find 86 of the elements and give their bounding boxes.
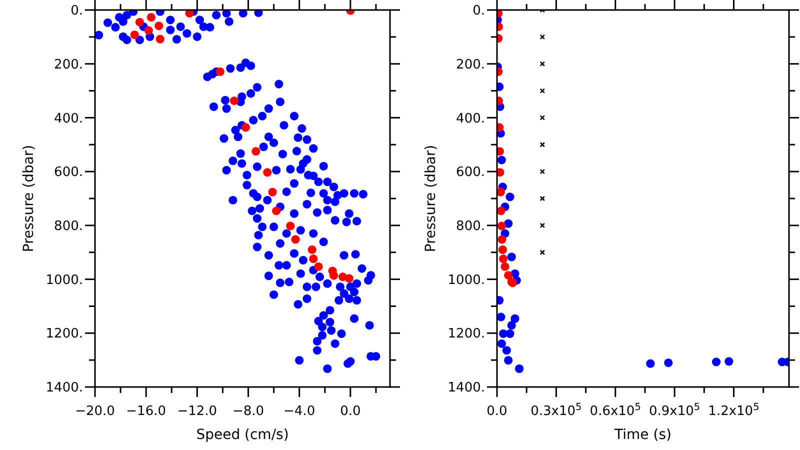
point xyxy=(497,168,504,177)
point xyxy=(540,115,546,120)
y-tick-label: 0. xyxy=(70,4,83,19)
y-tick-label: 600. xyxy=(456,165,485,180)
point xyxy=(510,314,520,323)
y-tick-label: 800. xyxy=(54,218,83,234)
point xyxy=(330,271,338,280)
y-tick-label: 200. xyxy=(456,57,485,72)
y-tick-label: 0. xyxy=(472,4,485,19)
point xyxy=(497,156,506,164)
y-tick-label: 1400. xyxy=(448,380,485,396)
y-tick-label: 800. xyxy=(456,218,485,234)
point xyxy=(507,252,516,262)
point xyxy=(130,30,139,40)
point xyxy=(314,262,323,271)
point xyxy=(540,88,546,94)
point xyxy=(499,254,508,264)
point xyxy=(344,274,354,283)
point xyxy=(268,188,277,196)
point xyxy=(646,359,655,368)
y-tick-label: 1000. xyxy=(46,272,83,288)
point xyxy=(252,147,260,156)
point xyxy=(154,22,164,30)
point xyxy=(540,168,546,174)
point xyxy=(540,250,546,256)
x-axis-title: Time (s) xyxy=(614,427,672,443)
point xyxy=(497,188,505,196)
point xyxy=(185,10,194,18)
point xyxy=(712,358,721,366)
point xyxy=(504,270,513,280)
point xyxy=(272,206,281,216)
point xyxy=(144,26,153,35)
point xyxy=(291,235,300,244)
x-tick-label: 0.6x10$^{5}$ xyxy=(590,402,641,419)
point xyxy=(540,222,546,228)
point xyxy=(500,262,510,271)
x-tick-label: −16.0 xyxy=(126,404,166,419)
point xyxy=(146,12,156,22)
y-tick-label: 400. xyxy=(456,111,485,126)
y-tick-label: 1000. xyxy=(448,272,485,288)
y-axis-title: Pressure (dbar) xyxy=(423,144,439,252)
point xyxy=(502,346,511,355)
x-tick-label: −20.0 xyxy=(75,404,115,419)
point xyxy=(156,34,164,44)
x-tick-label: −8.0 xyxy=(232,404,264,419)
point xyxy=(497,339,506,348)
x-tick-label: −4.0 xyxy=(284,404,316,419)
point xyxy=(497,312,506,322)
point xyxy=(506,329,514,338)
point xyxy=(506,192,514,202)
point xyxy=(504,356,513,365)
point xyxy=(540,61,546,67)
point xyxy=(497,222,506,230)
x-tick-label: 1.2x10$^{5}$ xyxy=(708,402,760,419)
point xyxy=(216,67,224,76)
x-tick-label: 0.9x10$^{5}$ xyxy=(648,402,700,419)
x-tick-label: 0.0 xyxy=(340,404,361,419)
point xyxy=(230,96,238,106)
point xyxy=(135,18,144,26)
x-tick-label: 0.0 xyxy=(486,404,508,419)
y-tick-label: 400. xyxy=(54,111,83,126)
x-axis-title: Speed (cm/s) xyxy=(196,427,289,443)
y-axis-title: Pressure (dbar) xyxy=(21,144,37,252)
y-tick-label: 200. xyxy=(54,57,83,72)
point xyxy=(497,147,504,156)
point xyxy=(540,142,546,148)
point xyxy=(498,235,506,244)
point xyxy=(724,357,734,366)
x-tick-label: 0.3x10$^{5}$ xyxy=(530,402,582,419)
point xyxy=(540,196,546,202)
point xyxy=(308,245,316,254)
point xyxy=(241,123,250,132)
point xyxy=(507,321,516,330)
point xyxy=(309,254,318,264)
y-tick-label: 1200. xyxy=(46,326,83,342)
point xyxy=(540,34,546,40)
point xyxy=(664,358,673,368)
x-tick-label: −12.0 xyxy=(177,404,218,419)
y-tick-label: 1200. xyxy=(448,326,485,342)
point xyxy=(497,206,506,216)
y-tick-label: 600. xyxy=(54,165,83,180)
y-tick-label: 1400. xyxy=(46,380,83,396)
point xyxy=(514,364,524,373)
point xyxy=(498,245,507,254)
point xyxy=(263,168,272,177)
point xyxy=(286,222,295,230)
